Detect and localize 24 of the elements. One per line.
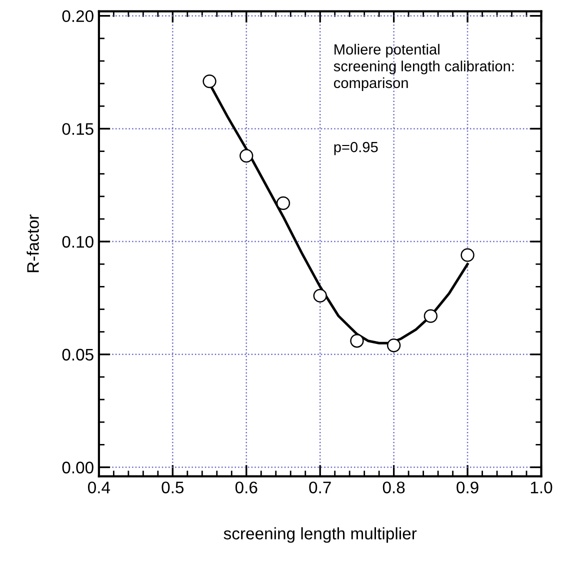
point: [386, 338, 401, 352]
y-axis-title: R-factor: [26, 214, 39, 272]
annotation: p=0.95: [334, 142, 378, 156]
y-tick-label: 0.15: [62, 123, 94, 135]
point: [240, 148, 254, 163]
y-tick-label: 0.05: [62, 348, 94, 361]
annotation: Moliere potential screening length calibration: comparison: [334, 44, 514, 92]
x-tick-label: 0.6: [235, 482, 258, 494]
point: [202, 74, 216, 88]
x-tick-label: 0.8: [382, 482, 405, 494]
y-tick-label: 0.10: [62, 236, 94, 248]
point: [276, 196, 290, 210]
point: [350, 334, 364, 348]
y-tick-label: 0.20: [62, 10, 94, 22]
x-tick-label: 0.5: [162, 482, 184, 494]
x-tick-label: 0.9: [456, 482, 478, 494]
y-tick-label: 0.00: [62, 462, 94, 474]
point: [313, 288, 327, 303]
x-tick-label: 1.0: [530, 482, 552, 494]
x-tick-label: 0.7: [309, 482, 331, 494]
point: [460, 248, 474, 262]
point: [424, 309, 438, 323]
x-axis-title: screening length multiplier: [224, 527, 417, 543]
x-tick-label: 0.4: [88, 482, 110, 494]
